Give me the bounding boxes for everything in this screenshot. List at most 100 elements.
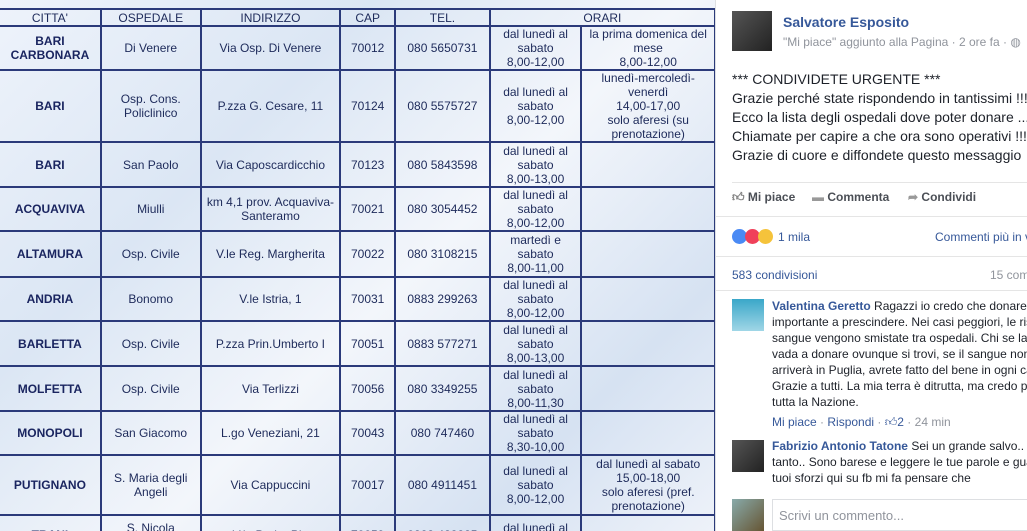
sad-reaction-icon [758, 229, 773, 244]
my-avatar [732, 499, 764, 531]
table-row: PUTIGNANO S. Maria degli Angeli Via Cappuc… [0, 454, 716, 516]
header-address: INDIRIZZO [199, 8, 342, 27]
comment-reply-link[interactable]: Rispondi [827, 415, 875, 429]
tel-cell: 0883 299263 [394, 276, 491, 322]
header-hours: ORARI [488, 8, 717, 27]
hospital-cell: Miulli [99, 186, 202, 232]
table-row: BARI CARBONARA Di Venere Via Osp. Di Vener… [0, 25, 716, 71]
hospital-cell: Osp. Civile [99, 320, 202, 367]
extra-hours-cell [580, 410, 716, 456]
header-city: CITTA' [0, 8, 102, 27]
shares-count[interactable]: 583 condivisioni [732, 268, 818, 282]
tel-cell: 0883 577271 [394, 320, 491, 367]
city-cell: BARI [0, 141, 102, 188]
extra-hours-cell [580, 514, 716, 531]
author-name[interactable]: Salvatore Esposito [783, 14, 910, 30]
hours-cell: dal lunedì al sabato 8,00-12,00 [488, 186, 583, 232]
comment: Fabrizio Antonio Tatone Sei un grande sa… [772, 438, 1027, 486]
table-row: TRANIS. Nicola PellegrinoV.le Padre Pio7… [0, 514, 716, 531]
like-label: Mi piace [747, 190, 796, 204]
love-reaction-icon [745, 229, 760, 244]
city-cell: MOLFETTA [0, 365, 102, 412]
comment: Valentina Geretto Ragazzi io credo che d… [772, 298, 1027, 430]
header-cap: CAP [339, 8, 397, 27]
hospital-cell: S. Maria degli Angeli [99, 454, 202, 516]
city-cell: BARI CARBONARA [0, 25, 102, 71]
hours-cell: dal lunedì al sabato 8,00-13,00 [488, 141, 583, 188]
tel-cell: 080 3349255 [394, 365, 491, 412]
comments-sort[interactable]: Commenti più in vista [935, 230, 1027, 244]
extra-hours-cell: lunedì-mercoledì-venerdì 14,00-17,00 sol… [580, 69, 716, 143]
hospital-table: CITTA' OSPEDALE INDIRIZZO CAP TEL. ORARI… [0, 8, 717, 531]
table-row: ACQUAVIVA Miulli km 4,1 prov. Acquaviva- S… [0, 186, 716, 232]
address-cell: Via Terlizzi [199, 365, 342, 412]
hours-cell: dal lunedì al sabato 8,00-13,00 [488, 320, 583, 367]
cap-cell: 70123 [339, 141, 397, 188]
address-cell: Via Caposcardicchio [199, 141, 342, 188]
share-icon: ➦ [908, 190, 919, 204]
tel-cell: 080 5843598 [394, 141, 491, 188]
tel-cell: 0883 483225 [394, 514, 491, 531]
extra-hours-cell [580, 186, 716, 232]
reactions-count: 1 mila [778, 229, 811, 244]
share-button[interactable]: ➦ Condividi [908, 190, 976, 204]
hospital-cell: Di Venere [99, 25, 202, 71]
hours-cell: dal lunedì al sabato [488, 514, 583, 531]
tel-cell: 080 3108215 [394, 230, 491, 278]
hospital-cell: Bonomo [99, 276, 202, 322]
tel-cell: 080 747460 [394, 410, 491, 456]
hours-cell: dal lunedì al sabato 8,00-12,00 [488, 25, 583, 71]
address-cell: V.le Reg. Margherita [199, 230, 342, 278]
hospital-cell: San Paolo [99, 141, 202, 188]
extra-hours-cell: dal lunedì al sabato 15,00-18,00 solo af… [580, 454, 716, 516]
comment-input[interactable]: Scrivi un commento... [772, 499, 1027, 531]
table-row: MOLFETTA Osp. Civile Via Terlizzi 70056 080 … [0, 365, 716, 412]
cap-cell: 70021 [339, 186, 397, 232]
extra-hours-cell [580, 141, 716, 188]
reactions-summary[interactable]: 1 mila [732, 229, 810, 244]
comment-author[interactable]: Valentina Geretto [772, 299, 871, 313]
hours-cell: dal lunedì al sabato 8,00-11,30 [488, 365, 583, 412]
comment-text: Sei un grande salvo.. Ti stimo tanto.. S… [772, 439, 1027, 485]
comment-likes[interactable]: 2 [897, 415, 904, 429]
tel-cell: 080 4911451 [394, 454, 491, 516]
address-cell: Via Cappuccini [199, 454, 342, 516]
comment-time: 24 min [914, 415, 951, 429]
cap-cell: 70012 [339, 25, 397, 71]
hours-cell: dal lunedì al sabato 8,30-10,00 [488, 410, 583, 456]
city-cell: PUTIGNANO [0, 454, 102, 516]
comment-author[interactable]: Fabrizio Antonio Tatone [772, 439, 908, 453]
table-row: BARI San Paolo Via Caposcardicchio 70123 080… [0, 141, 716, 188]
address-cell: P.zza G. Cesare, 11 [199, 69, 342, 143]
header-hospital: OSPEDALE [99, 8, 202, 27]
comment-label: Commenta [827, 190, 890, 204]
post-text: *** CONDIVIDETE URGENTE *** Grazie perch… [732, 71, 1027, 163]
address-cell: Via Osp. Di Venere [199, 25, 342, 71]
hospital-cell: Osp. Cons. Policlinico [99, 69, 202, 143]
cap-cell: 70031 [339, 276, 397, 322]
hours-cell: dal lunedì al sabato 8,00-12,00 [488, 454, 583, 516]
comment-like-link[interactable]: Mi piace [772, 415, 817, 429]
hospital-cell: S. Nicola Pellegrino [99, 514, 202, 531]
address-cell: P.zza Prin.Umberto I [199, 320, 342, 367]
hospital-cell: Osp. Civile [99, 365, 202, 412]
city-cell: BARLETTA [0, 320, 102, 367]
city-cell: ACQUAVIVA [0, 186, 102, 232]
comment-button[interactable]: ▬ Commenta [812, 190, 889, 204]
address-cell: V.le Padre Pio [199, 514, 342, 531]
like-button[interactable]: 👍︎ Mi piace [732, 190, 795, 205]
hospital-table-image: CITTA' OSPEDALE INDIRIZZO CAP TEL. ORARI… [0, 0, 718, 531]
cap-cell: 70017 [339, 454, 397, 516]
commenter-avatar[interactable] [732, 440, 764, 472]
thumbs-up-icon: 👍︎ [732, 190, 745, 204]
comments-count[interactable]: 15 commenti [990, 268, 1027, 282]
hours-cell: dal lunedì al sabato 8,00-12,00 [488, 69, 583, 143]
tel-cell: 080 5650731 [394, 25, 491, 71]
post-meta: "Mi piace" aggiunto alla Pagina · 2 ore … [783, 35, 1011, 49]
tel-cell: 080 3054452 [394, 186, 491, 232]
cap-cell: 70022 [339, 230, 397, 278]
commenter-avatar[interactable] [732, 299, 764, 331]
author-avatar[interactable] [732, 11, 772, 51]
globe-icon: ◍ [1010, 35, 1021, 49]
share-label: Condividi [921, 190, 977, 204]
